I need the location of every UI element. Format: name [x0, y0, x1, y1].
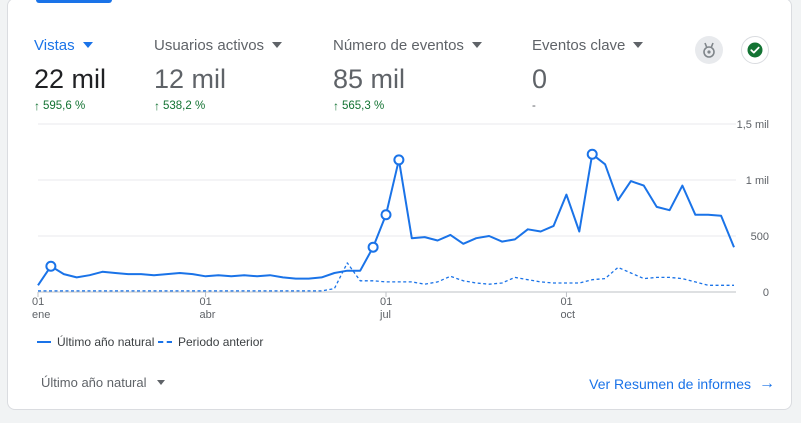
date-range-dropdown[interactable]: Último año natural [41, 375, 165, 390]
metric-usuarios-activos[interactable]: Usuarios activos 12 mil ↑ 538,2 % [154, 35, 283, 113]
data-point-marker [586, 148, 598, 160]
caret-down-icon [156, 380, 165, 385]
metric-label: Eventos clave [532, 35, 644, 55]
x-tick-month: ene [32, 309, 50, 321]
overview-card: Vistas 22 mil ↑ 595,6 % Usuarios activos … [7, 0, 792, 410]
metric-label: Usuarios activos [154, 35, 283, 55]
legend-dashed-line [158, 341, 172, 343]
x-tick-day: 01 [560, 296, 572, 308]
arrow-up-icon: ↑ [34, 99, 40, 113]
legend-solid-line [37, 341, 51, 343]
data-point-marker [393, 154, 405, 166]
arrow-up-icon: ↑ [333, 99, 339, 113]
arrow-right-icon: → [759, 375, 775, 392]
metric-change: ↑ 595,6 % [34, 99, 86, 113]
arrow-up-icon: ↑ [154, 99, 160, 113]
metric-value: 85 mil [333, 64, 406, 94]
metric-value: 0 [532, 64, 548, 94]
caret-down-icon [82, 42, 93, 48]
metric-change: ↑ 538,2 % [154, 99, 206, 113]
y-tick-label: 500 [751, 231, 769, 243]
legend-current: Último año natural [37, 335, 154, 349]
metric-label: Número de eventos [333, 35, 482, 55]
metric-change: - [532, 100, 536, 112]
x-tick-month: oct [560, 309, 575, 321]
data-point-marker [380, 209, 392, 221]
metric-change: ↑ 565,3 % [333, 99, 385, 113]
series-line-previous [38, 262, 734, 292]
y-tick-label: 1,5 mil [737, 119, 769, 131]
metric-value: 12 mil [154, 64, 227, 94]
selected-tab-indicator [36, 0, 112, 3]
metric-numero-eventos[interactable]: Número de eventos 85 mil ↑ 565,3 % [333, 35, 482, 113]
x-tick-month: abr [200, 309, 216, 321]
insights-icon[interactable] [695, 36, 723, 64]
caret-down-icon [633, 42, 644, 48]
caret-down-icon [272, 42, 283, 48]
data-point-marker [45, 260, 57, 272]
metric-vistas[interactable]: Vistas 22 mil ↑ 595,6 % [34, 35, 107, 114]
metric-value: 22 mil [34, 64, 107, 94]
check-circle-icon[interactable] [741, 36, 769, 64]
caret-down-icon [471, 42, 482, 48]
x-tick-month: jul [379, 309, 391, 321]
y-tick-label: 1 mil [746, 175, 769, 187]
x-tick-day: 01 [380, 296, 392, 308]
data-point-marker [367, 241, 379, 253]
x-tick-day: 01 [32, 296, 44, 308]
metric-eventos-clave[interactable]: Eventos clave 0 - [532, 35, 644, 113]
legend-previous: Periodo anterior [158, 335, 263, 349]
y-tick-label: 0 [763, 287, 769, 299]
x-tick-day: 01 [200, 296, 212, 308]
view-reports-link[interactable]: Ver Resumen de informes → [589, 375, 775, 392]
metric-label: Vistas [34, 35, 106, 55]
